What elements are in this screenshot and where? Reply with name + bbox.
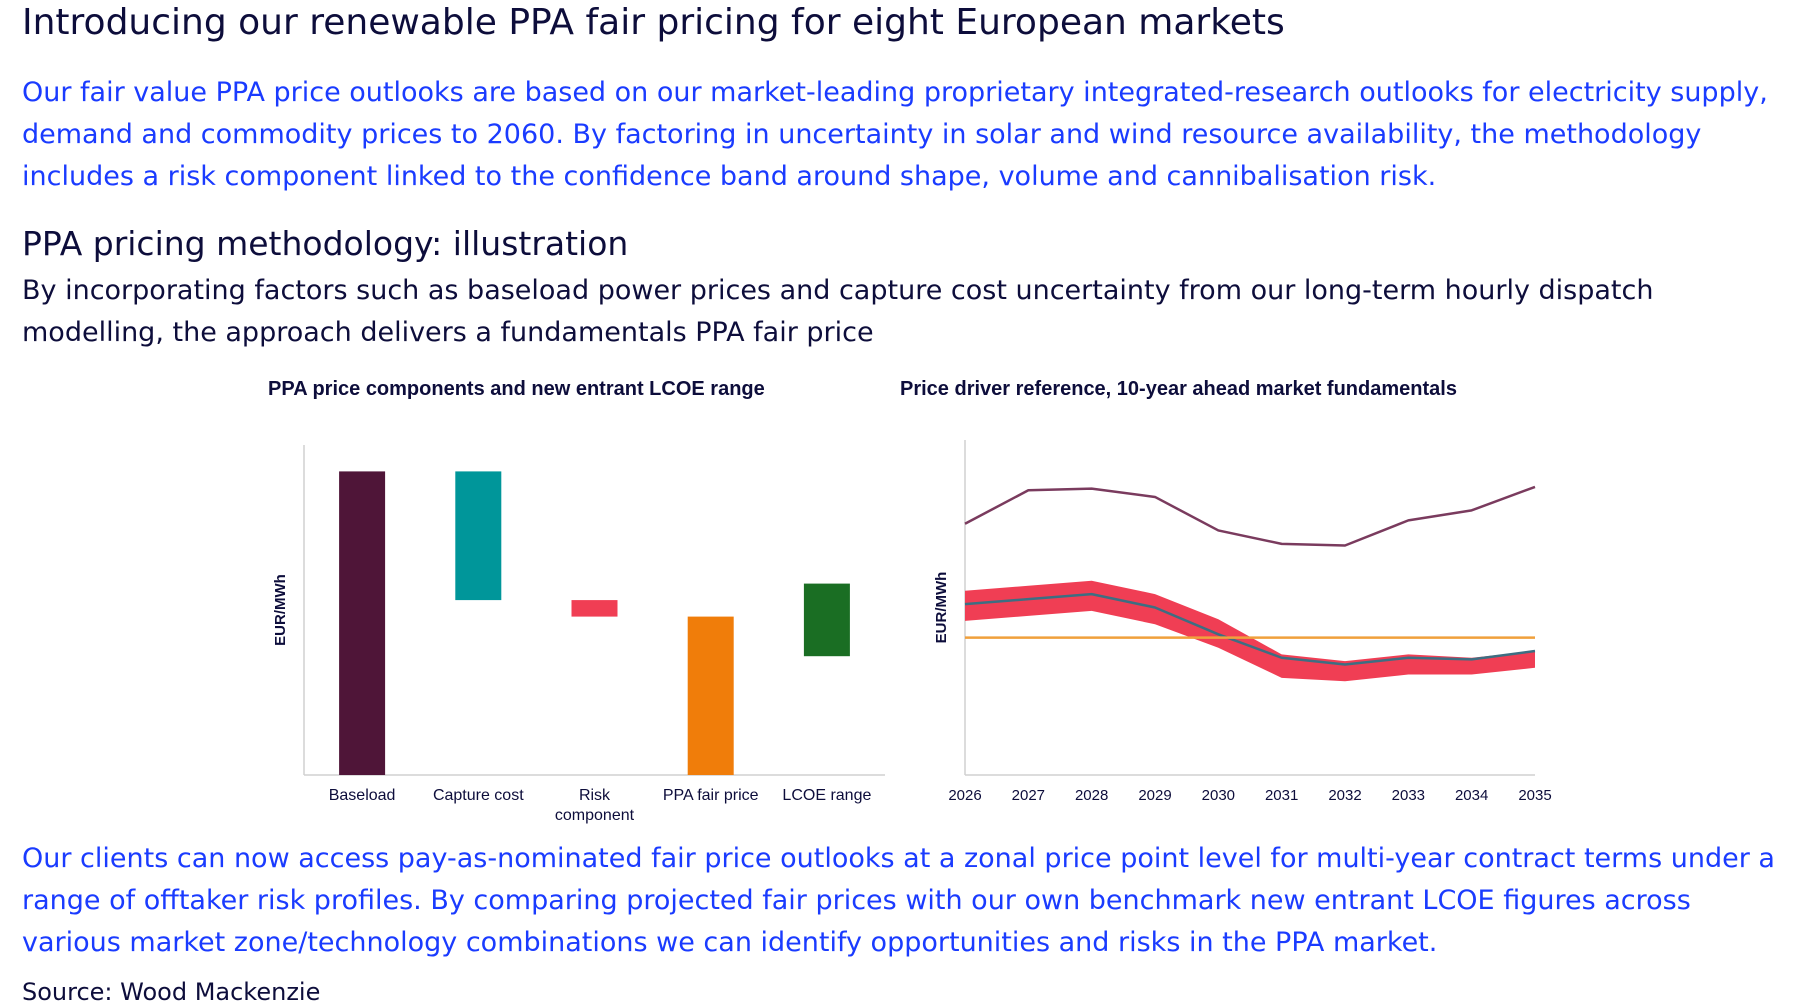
confidence-band bbox=[965, 580, 1535, 682]
intro-paragraph: Our fair value PPA price outlooks are ba… bbox=[22, 77, 1768, 192]
x-tick-label: PPA fair price bbox=[663, 787, 759, 804]
source-note: Source: Wood Mackenzie bbox=[22, 978, 321, 1006]
x-tick-label: 2026 bbox=[948, 787, 981, 804]
x-tick-label: 2034 bbox=[1455, 787, 1488, 804]
x-tick-label: Risk component bbox=[555, 787, 635, 824]
section-description: By incorporating factors such as baseloa… bbox=[22, 275, 1654, 348]
bar bbox=[571, 600, 618, 617]
bar bbox=[455, 471, 502, 601]
x-tick-label: 2029 bbox=[1138, 787, 1171, 804]
x-tick-label: 2035 bbox=[1518, 787, 1551, 804]
bar bbox=[339, 471, 386, 775]
clients-paragraph: Our clients can now access pay-as-nomina… bbox=[22, 843, 1775, 958]
x-tick-label: 2033 bbox=[1392, 787, 1425, 804]
x-tick-label: LCOE range bbox=[782, 787, 871, 804]
chart-title-components: PPA price components and new entrant LCO… bbox=[268, 378, 765, 400]
bar bbox=[687, 616, 734, 775]
series-line-3 bbox=[964, 592, 1536, 666]
page-title: Introducing our renewable PPA fair prici… bbox=[22, 2, 1285, 43]
series-line-0 bbox=[964, 485, 1536, 547]
x-tick-label: 2030 bbox=[1202, 787, 1235, 804]
y-axis-label: EUR/MWh bbox=[272, 574, 289, 646]
bar bbox=[803, 583, 850, 657]
y-axis-label: EUR/MWh bbox=[933, 572, 950, 644]
x-tick-label: 2032 bbox=[1328, 787, 1361, 804]
x-tick-label: 2028 bbox=[1075, 787, 1108, 804]
x-tick-label: Baseload bbox=[329, 787, 396, 804]
x-tick-label: 2027 bbox=[1012, 787, 1045, 804]
section-title: PPA pricing methodology: illustration bbox=[22, 224, 629, 263]
x-tick-label: Capture cost bbox=[433, 787, 524, 804]
chart-title-drivers: Price driver reference, 10-year ahead ma… bbox=[900, 378, 1457, 400]
x-tick-label: 2031 bbox=[1265, 787, 1298, 804]
